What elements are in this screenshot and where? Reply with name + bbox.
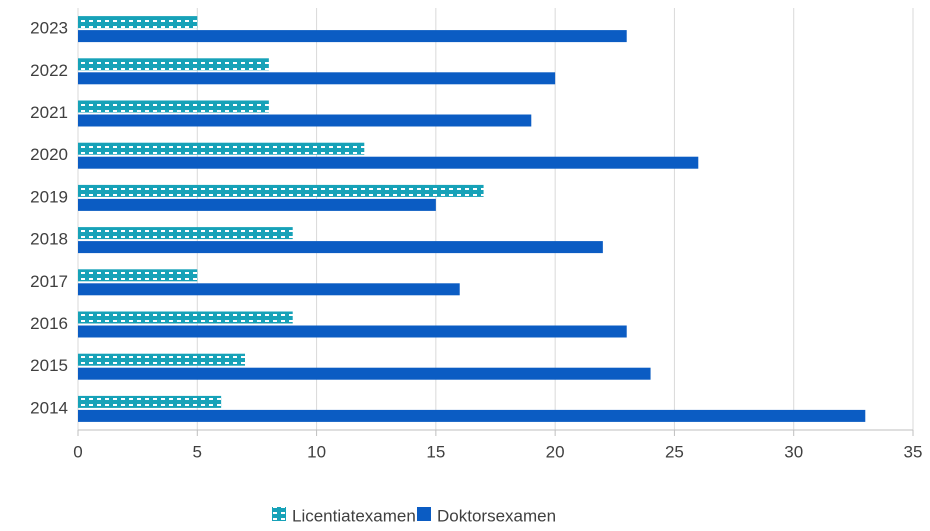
- y-tick-label: 2018: [30, 230, 68, 249]
- x-tick-label: 25: [665, 442, 684, 461]
- y-tick-label: 2019: [30, 187, 68, 206]
- bar: [78, 367, 651, 380]
- bar: [78, 156, 699, 169]
- y-tick-label: 2021: [30, 103, 68, 122]
- bar: [78, 100, 269, 113]
- bar: [78, 395, 222, 408]
- y-tick-label: 2020: [30, 145, 68, 164]
- legend-swatch: [272, 507, 286, 521]
- y-tick-label: 2016: [30, 314, 68, 333]
- bar: [78, 269, 198, 282]
- y-tick-label: 2015: [30, 356, 68, 375]
- bar: [78, 311, 293, 324]
- legend-label: Licentiatexamen: [292, 506, 416, 525]
- y-tick-label: 2017: [30, 272, 68, 291]
- bar: [78, 325, 627, 338]
- y-tick-label: 2022: [30, 61, 68, 80]
- bar: [78, 184, 484, 197]
- y-tick-label: 2014: [30, 398, 68, 417]
- bar: [78, 283, 460, 296]
- bar: [78, 241, 603, 254]
- bar: [78, 198, 436, 211]
- bar: [78, 409, 866, 422]
- bar: [78, 72, 556, 85]
- bar: [78, 353, 245, 366]
- bar: [78, 142, 365, 155]
- x-tick-label: 10: [307, 442, 326, 461]
- bar: [78, 58, 269, 71]
- bar: [78, 16, 198, 29]
- bar: [78, 30, 627, 43]
- x-tick-label: 35: [904, 442, 923, 461]
- bar: [78, 227, 293, 240]
- legend-swatch: [417, 507, 431, 521]
- x-tick-label: 5: [193, 442, 202, 461]
- x-tick-label: 20: [546, 442, 565, 461]
- x-tick-label: 0: [73, 442, 82, 461]
- y-tick-label: 2023: [30, 19, 68, 38]
- bar: [78, 114, 532, 127]
- x-tick-label: 30: [784, 442, 803, 461]
- legend-label: Doktorsexamen: [437, 506, 556, 525]
- x-tick-label: 15: [426, 442, 445, 461]
